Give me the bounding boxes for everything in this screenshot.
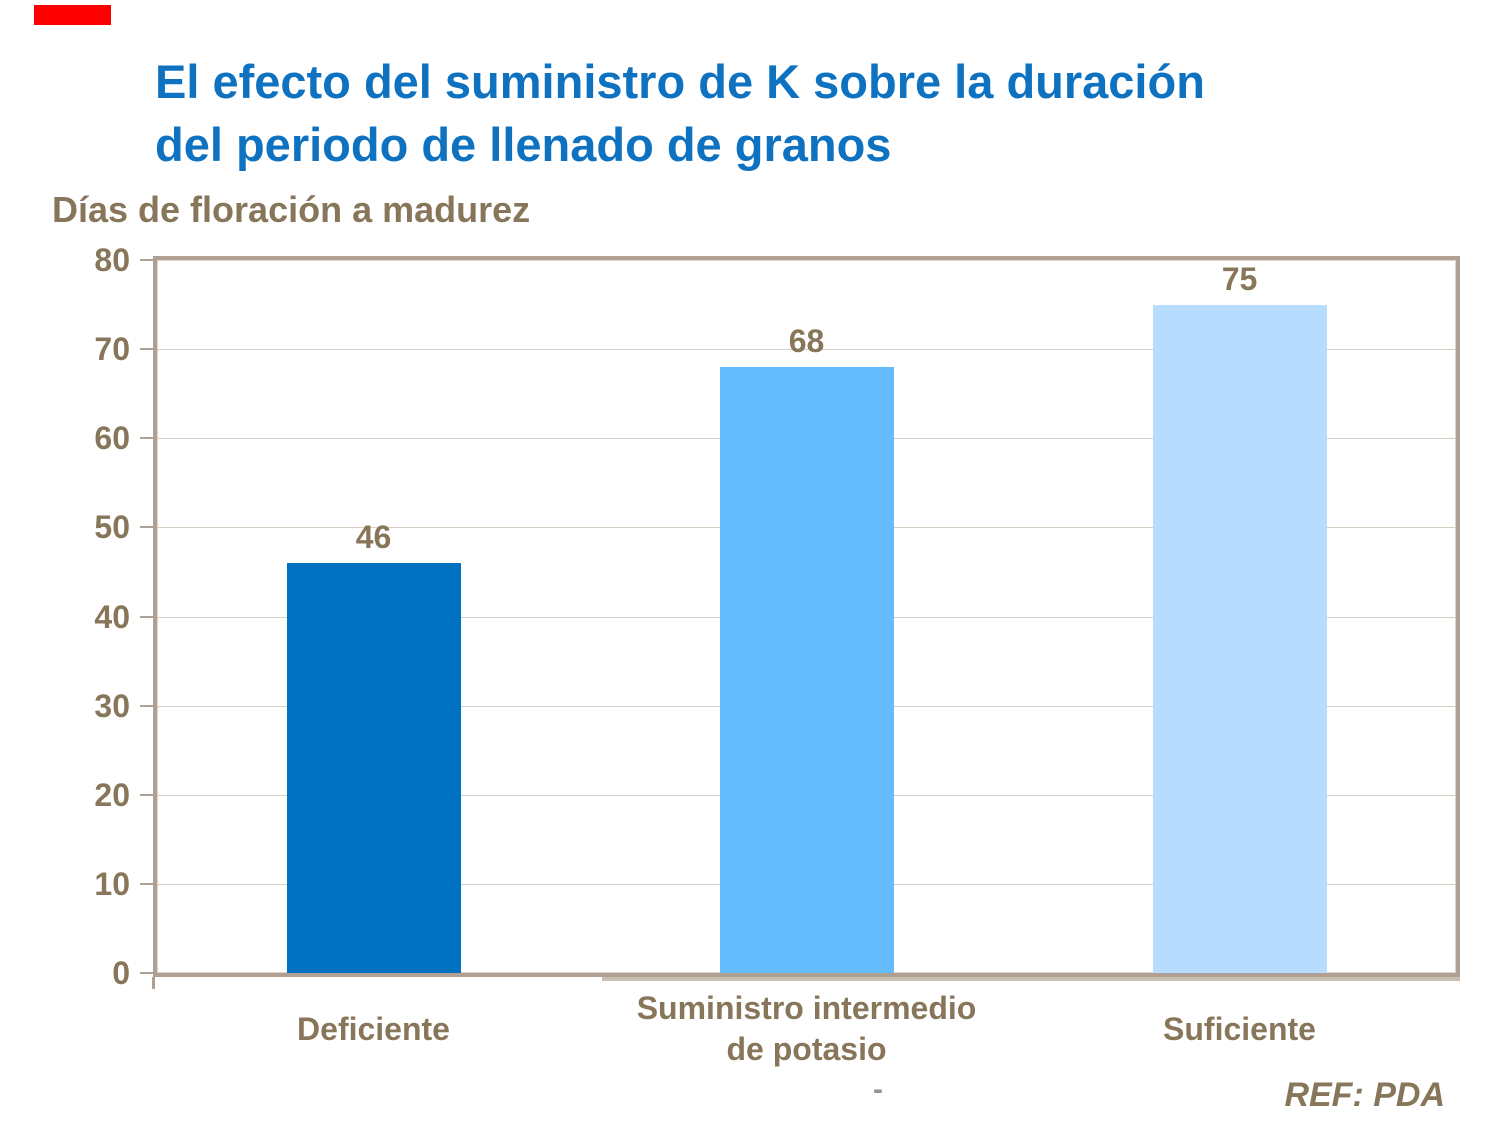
bar-value-label: 46 — [355, 519, 392, 555]
category-label: Suministro intermedio de potasio — [590, 986, 1023, 1072]
y-axis-tick-label: 20 — [94, 777, 130, 813]
red-marker — [34, 5, 111, 25]
category-label: Suficiente — [1023, 986, 1456, 1072]
y-axis-tick-label: 30 — [94, 688, 130, 724]
y-axis-tick-label: 60 — [94, 420, 130, 456]
y-axis-tick-label: 70 — [94, 331, 130, 367]
slide-title: El efecto del suministro de K sobre la d… — [155, 50, 1405, 176]
y-axis-title: Días de floración a madurez — [52, 189, 531, 230]
y-axis-tick — [140, 259, 154, 261]
y-axis-tick-label: 50 — [94, 509, 130, 545]
category-label-line: Deficiente — [297, 1010, 450, 1047]
stray-dash: - — [873, 1073, 883, 1106]
y-axis-tick-label: 80 — [94, 242, 130, 278]
y-axis-tick-label: 10 — [94, 866, 130, 902]
source-ref: REF: PDA — [1284, 1076, 1445, 1114]
y-axis-tick — [140, 705, 154, 707]
title-line-1: El efecto del suministro de K sobre la d… — [155, 55, 1205, 108]
category-label: Deficiente — [157, 986, 590, 1072]
axis-shadow-line — [602, 977, 1460, 981]
category-label-line: de potasio — [726, 1031, 887, 1067]
title-line-2: del periodo de llenado de granos — [155, 118, 892, 171]
y-axis-tick — [140, 526, 154, 528]
y-axis-tick — [140, 437, 154, 439]
y-axis-tick — [140, 972, 154, 974]
gridline — [157, 349, 1456, 350]
bar-value-label: 68 — [788, 323, 825, 359]
y-axis-tick-label: 40 — [94, 599, 130, 635]
category-label-line: Suministro intermedio — [636, 990, 977, 1026]
y-axis-tick — [140, 794, 154, 796]
x-axis-tick — [152, 977, 155, 989]
bar-1 — [720, 367, 894, 973]
y-axis-tick — [140, 883, 154, 885]
y-axis-tick-label: 0 — [112, 955, 130, 991]
bar-0 — [287, 563, 461, 973]
chart-plot-area — [153, 256, 1460, 977]
category-label-line: Suficiente — [1163, 1010, 1316, 1047]
bar-2 — [1153, 305, 1327, 973]
y-axis-tick — [140, 616, 154, 618]
y-axis-tick — [140, 348, 154, 350]
bar-value-label: 75 — [1221, 261, 1258, 297]
